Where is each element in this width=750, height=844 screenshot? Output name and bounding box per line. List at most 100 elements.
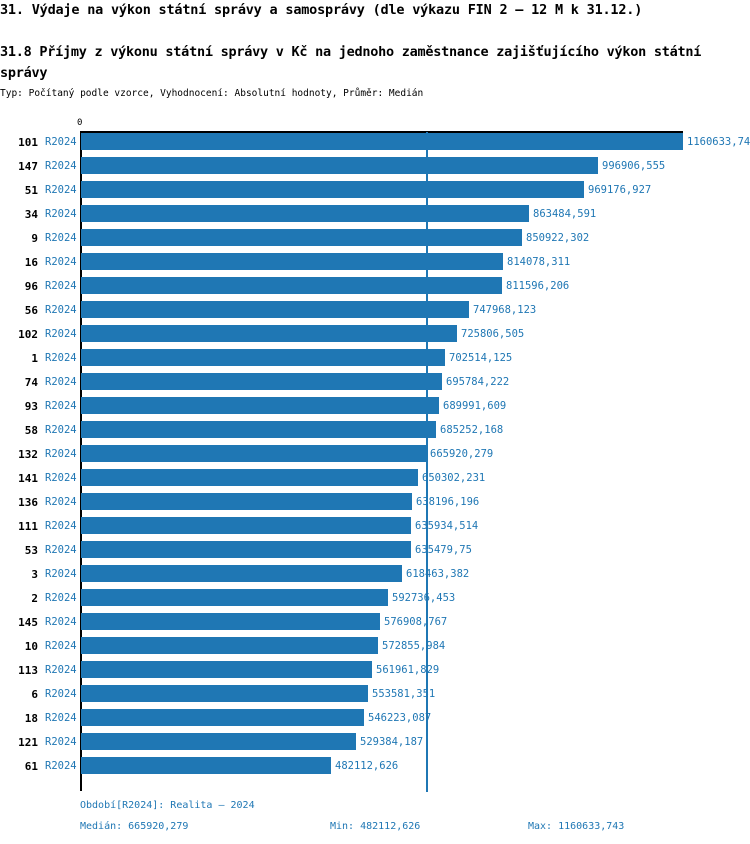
bar-value-label: 576908,767	[384, 616, 448, 628]
bar[interactable]	[81, 661, 372, 678]
bar[interactable]	[81, 349, 445, 366]
bar-value-label: 811596,206	[506, 280, 570, 292]
bar[interactable]	[81, 517, 411, 534]
bar-row-period-label: R2024	[45, 688, 77, 700]
bar-value-label: 665920,279	[430, 448, 494, 460]
bar-row[interactable]: 96 R2024 811596,206	[0, 276, 750, 300]
bar-row-period-label: R2024	[45, 328, 77, 340]
bar-value-label: 635934,514	[415, 520, 479, 532]
bar[interactable]	[81, 229, 522, 246]
bar-row-key: 58	[24, 424, 38, 437]
bar[interactable]	[81, 685, 368, 702]
bar-row-period-label: R2024	[45, 280, 77, 292]
median-reference-line	[426, 132, 428, 792]
bar[interactable]	[81, 541, 411, 558]
bar-row-key: 96	[24, 280, 38, 293]
bar-row[interactable]: 56 R2024 747968,123	[0, 300, 750, 324]
bar-value-label: 561961,829	[376, 664, 440, 676]
bar-row[interactable]: 58 R2024 685252,168	[0, 420, 750, 444]
bar-row-period-label: R2024	[45, 400, 77, 412]
bar[interactable]	[81, 397, 439, 414]
bar[interactable]	[81, 637, 378, 654]
bar-row[interactable]: 147 R2024 996906,555	[0, 156, 750, 180]
bar-value-label: 1160633,743	[687, 136, 750, 148]
bar[interactable]	[81, 589, 388, 606]
bar-row[interactable]: 132 R2024 665920,279	[0, 444, 750, 468]
bar-row-period-label: R2024	[45, 760, 77, 772]
stat-min: Min: 482112,626	[330, 821, 421, 832]
bar-row-key: 1	[31, 352, 38, 365]
bar-value-label: 546223,087	[368, 712, 432, 724]
bar-row[interactable]: 102 R2024 725806,505	[0, 324, 750, 348]
bar-row[interactable]: 2 R2024 592736,453	[0, 588, 750, 612]
plot-top-rule	[80, 131, 683, 133]
bar-row[interactable]: 53 R2024 635479,75	[0, 540, 750, 564]
bar[interactable]	[81, 253, 503, 270]
bar-row-key: 113	[18, 664, 38, 677]
bar-row[interactable]: 18 R2024 546223,087	[0, 708, 750, 732]
bar[interactable]	[81, 493, 412, 510]
bar-row-period-label: R2024	[45, 304, 77, 316]
bar-row[interactable]: 51 R2024 969176,927	[0, 180, 750, 204]
bar[interactable]	[81, 709, 364, 726]
bar-value-label: 553581,351	[372, 688, 436, 700]
bar[interactable]	[81, 469, 418, 486]
bar-value-label: 529384,187	[360, 736, 424, 748]
bar-row[interactable]: 3 R2024 618463,382	[0, 564, 750, 588]
bar-row-key: 121	[18, 736, 38, 749]
legend-period: Období[R2024]: Realita – 2024	[80, 800, 255, 811]
bar-row[interactable]: 74 R2024 695784,222	[0, 372, 750, 396]
bar[interactable]	[81, 133, 683, 150]
bar-row[interactable]: 113 R2024 561961,829	[0, 660, 750, 684]
bar[interactable]	[81, 613, 380, 630]
bar-row[interactable]: 9 R2024 850922,302	[0, 228, 750, 252]
bar-value-label: 482112,626	[335, 760, 399, 772]
bar-row[interactable]: 101 R2024 1160633,743	[0, 132, 750, 156]
bar-row[interactable]: 145 R2024 576908,767	[0, 612, 750, 636]
bar-row[interactable]: 111 R2024 635934,514	[0, 516, 750, 540]
bar-row-period-label: R2024	[45, 616, 77, 628]
bar[interactable]	[81, 565, 402, 582]
chart-plot-area: 0 101 R2024 1160633,743 147 R2024 996906,555 5…	[0, 118, 750, 798]
bar[interactable]	[81, 733, 356, 750]
bar-row-period-label: R2024	[45, 376, 77, 388]
bar-row-period-label: R2024	[45, 664, 77, 676]
bar[interactable]	[81, 445, 426, 462]
bar-value-label: 702514,125	[449, 352, 513, 364]
bar-row[interactable]: 141 R2024 650302,231	[0, 468, 750, 492]
bar-row-key: 18	[24, 712, 38, 725]
bar[interactable]	[81, 205, 529, 222]
chart-footer: Období[R2024]: Realita – 2024 Medián: 66…	[0, 800, 750, 844]
bar[interactable]	[81, 325, 457, 342]
bar-row[interactable]: 61 R2024 482112,626	[0, 756, 750, 780]
bar-value-label: 650302,231	[422, 472, 486, 484]
bar-row[interactable]: 10 R2024 572855,984	[0, 636, 750, 660]
bar[interactable]	[81, 301, 469, 318]
bar-row[interactable]: 93 R2024 689991,609	[0, 396, 750, 420]
bar[interactable]	[81, 757, 331, 774]
bar[interactable]	[81, 277, 502, 294]
bar-row[interactable]: 121 R2024 529384,187	[0, 732, 750, 756]
bar-row[interactable]: 34 R2024 863484,591	[0, 204, 750, 228]
bar-row[interactable]: 1 R2024 702514,125	[0, 348, 750, 372]
bar[interactable]	[81, 181, 584, 198]
bar-row-period-label: R2024	[45, 424, 77, 436]
bar-value-label: 725806,505	[461, 328, 525, 340]
bar-row-key: 145	[18, 616, 38, 629]
bar-value-label: 572855,984	[382, 640, 446, 652]
bar-row-key: 2	[31, 592, 38, 605]
bar-value-label: 695784,222	[446, 376, 510, 388]
bar-row-key: 10	[24, 640, 38, 653]
bar-row-key: 16	[24, 256, 38, 269]
bar-row[interactable]: 136 R2024 638196,196	[0, 492, 750, 516]
bar-row-period-label: R2024	[45, 160, 77, 172]
bar-row[interactable]: 16 R2024 814078,311	[0, 252, 750, 276]
bar[interactable]	[81, 421, 436, 438]
bar-row-period-label: R2024	[45, 712, 77, 724]
bar-row[interactable]: 6 R2024 553581,351	[0, 684, 750, 708]
bar[interactable]	[81, 157, 598, 174]
bar[interactable]	[81, 373, 442, 390]
bar-row-period-label: R2024	[45, 448, 77, 460]
bar-row-key: 147	[18, 160, 38, 173]
